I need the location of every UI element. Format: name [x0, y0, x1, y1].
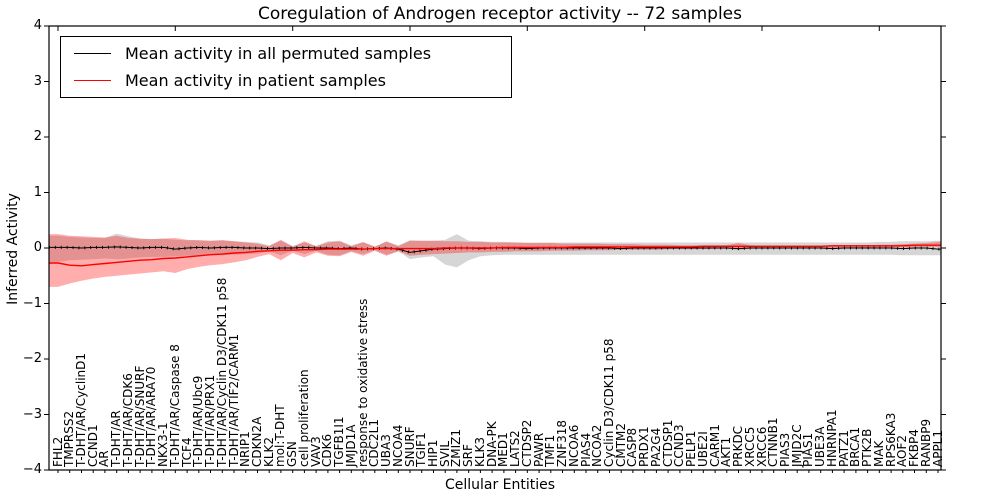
y-axis-label: Inferred Activity: [5, 193, 21, 305]
x-tick-label: NCOA6: [566, 424, 581, 467]
x-tick-label: NCOA4: [390, 424, 405, 467]
y-tick-label: −1: [22, 295, 42, 311]
permuted-band: [49, 233, 941, 268]
x-tick-label: T-DHT/AR/Cyclin D3/CDK11 p58: [214, 277, 229, 467]
x-tick-label: RANBP9: [918, 418, 933, 467]
x-tick-label: XRCC5: [742, 426, 757, 467]
patient-band: [49, 234, 941, 287]
x-axis-label: Cellular Entities: [444, 477, 556, 493]
legend-entry-patient: Mean activity in patient samples: [61, 71, 511, 90]
x-tick-label: APPL1: [930, 429, 945, 467]
y-tick-label: −3: [22, 406, 42, 422]
y-tick-label: −4: [22, 462, 42, 477]
y-tick-label: 0: [33, 240, 42, 255]
legend-label-permuted: Mean activity in all permuted samples: [125, 44, 432, 64]
y-tick-label: 3: [33, 73, 42, 89]
axis-ticks: [44, 25, 946, 473]
legend-entry-permuted: Mean activity in all permuted samples: [61, 44, 511, 63]
legend: Mean activity in all permuted samples Me…: [60, 36, 512, 98]
legend-label-patient: Mean activity in patient samples: [125, 70, 386, 90]
legend-line-sample-black-icon: [74, 53, 111, 55]
y-tick-label: 1: [33, 184, 42, 200]
patient-mean-line: [49, 244, 941, 267]
y-tick-label: 4: [33, 18, 42, 33]
y-tick-label: 2: [33, 129, 42, 144]
chart-title: Coregulation of Androgen receptor activi…: [257, 4, 743, 24]
legend-line-sample-red-icon: [74, 79, 111, 81]
y-tick-label: −2: [22, 351, 42, 366]
